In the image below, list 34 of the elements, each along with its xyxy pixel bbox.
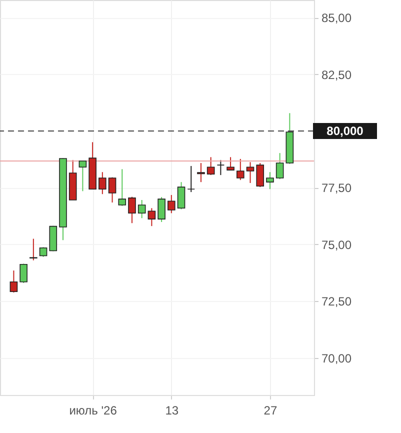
candlestick <box>197 162 205 183</box>
candlestick <box>78 160 87 192</box>
candlestick <box>148 208 156 227</box>
candlestick <box>177 182 186 210</box>
candlestick <box>266 172 274 190</box>
candlestick <box>30 238 38 261</box>
y-tick-label: 75,00 <box>322 238 352 252</box>
candlestick <box>158 196 166 222</box>
candlestick <box>246 162 254 184</box>
y-tick-label: 72,50 <box>322 294 352 309</box>
candlestick <box>226 156 234 171</box>
candlestick <box>20 263 28 284</box>
candlestick <box>138 199 146 219</box>
candlestick <box>216 160 225 176</box>
x-tick-label: июль '26 <box>69 404 118 418</box>
candlestick <box>128 196 136 224</box>
x-tick-label: 13 <box>165 404 179 418</box>
x-tick-label: 27 <box>264 404 278 418</box>
y-tick-label: 70,00 <box>322 351 352 366</box>
candlestick <box>187 165 196 193</box>
candlestick <box>256 162 264 188</box>
candlestick <box>39 246 48 258</box>
y-tick-label: 77,50 <box>322 181 352 196</box>
candlestick <box>236 158 244 181</box>
candlestick <box>168 194 176 214</box>
candlestick <box>98 172 106 195</box>
candlestick <box>10 270 18 294</box>
y-tick-label: 85,00 <box>322 11 352 26</box>
candlestick <box>118 168 126 206</box>
candlestick <box>108 176 116 203</box>
ref-line-label: 80,000 <box>326 124 364 138</box>
candlestick <box>276 152 284 180</box>
candlestick <box>206 156 215 176</box>
y-tick-label: 82,50 <box>322 68 352 82</box>
